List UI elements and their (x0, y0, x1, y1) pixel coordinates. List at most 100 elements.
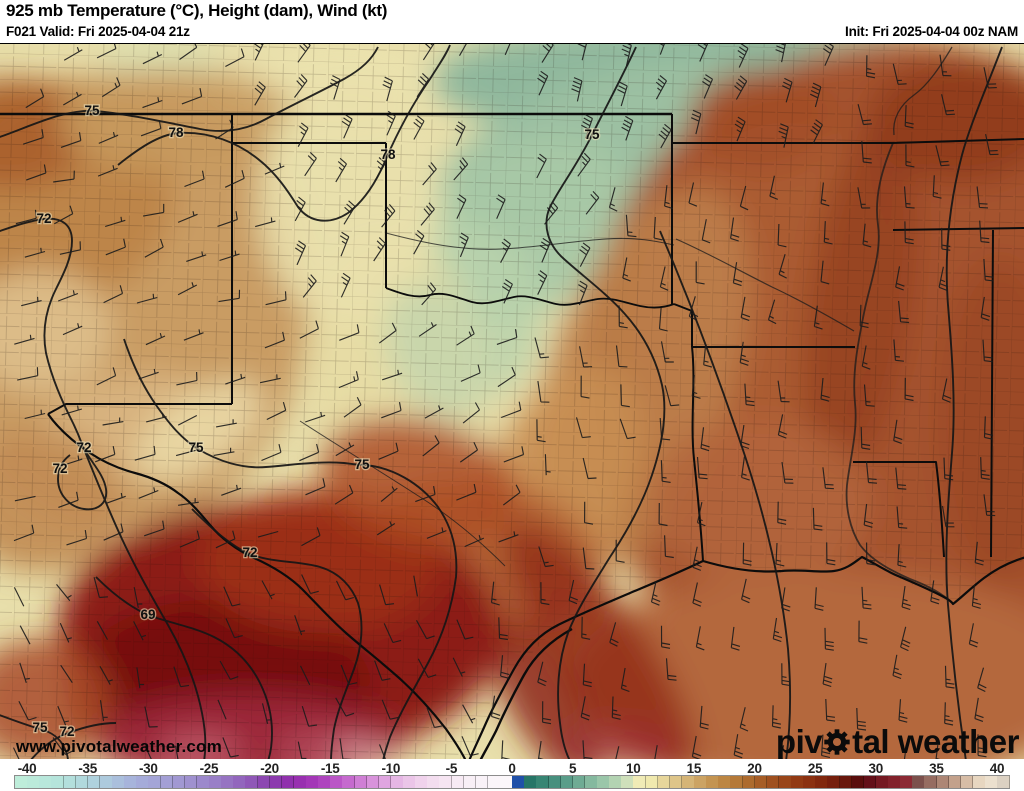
colorbar-cell (778, 776, 792, 788)
map-canvas: 75 78 78 75 72 72 72 75 75 72 69 75 72 (0, 44, 1024, 759)
colorbar-cell (985, 776, 998, 788)
colorbar-cell (184, 776, 198, 788)
colorbar-cell (257, 776, 271, 788)
colorbar-cell (718, 776, 731, 788)
state-borders (0, 112, 1024, 759)
logo-text-left: piv (775, 723, 823, 760)
colorbar-cell (221, 776, 234, 788)
rivers (299, 46, 953, 604)
colorbar-tick-label: 20 (747, 761, 762, 776)
contour-label: 78 (380, 147, 396, 162)
colorbar-cell (900, 776, 913, 788)
colorbar-cell (75, 776, 89, 788)
colorbar-cell (669, 776, 683, 788)
colorbar-cell (366, 776, 380, 788)
contour-label: 75 (84, 103, 100, 118)
colorbar-cell (875, 776, 889, 788)
colorbar-cell (657, 776, 671, 788)
contour-label: 78 (168, 125, 184, 140)
contour-label: 72 (36, 211, 51, 226)
colorbar-cell (936, 776, 950, 788)
colorbar-cell (403, 776, 416, 788)
colorbar-cell (560, 776, 574, 788)
contour-label: 72 (52, 461, 67, 476)
colorbar-cell (27, 776, 40, 788)
colorbar-cell (318, 776, 331, 788)
colorbar-cell (475, 776, 489, 788)
colorbar-cell (645, 776, 659, 788)
colorbar-tick-label: -35 (78, 761, 97, 776)
colorbar-cell (245, 776, 258, 788)
colorbar-cell (415, 776, 428, 788)
colorbar-cell (730, 776, 743, 788)
colorbar-tick-label: -10 (381, 761, 401, 776)
colorbar-cell (439, 776, 452, 788)
colorbar-cell (354, 776, 368, 788)
colorbar-tick-label: 0 (508, 761, 516, 776)
colorbar-cell (330, 776, 343, 788)
contour-label: 72 (59, 724, 74, 739)
colorbar-cell (851, 776, 865, 788)
page-title: 925 mb Temperature (°C), Height (dam), W… (6, 1, 388, 20)
colorbar-cell (827, 776, 840, 788)
colorbar-cell (572, 776, 586, 788)
colorbar-tick-label: -5 (445, 761, 458, 776)
colorbar-cell (924, 776, 937, 788)
colorbar-tick-label: 40 (989, 761, 1005, 776)
colorbar-cell (112, 776, 125, 788)
logo-text-right: tal weather (852, 723, 1019, 760)
colorbar-tick-label: -15 (320, 761, 340, 776)
colorbar-tick-label: -25 (199, 761, 219, 776)
colorbar-cell (15, 776, 28, 788)
colorbar-tick-label: -30 (138, 761, 158, 776)
colorbar-cell (136, 776, 149, 788)
colorbar-cell (233, 776, 246, 788)
colorbar-cell (791, 776, 804, 788)
colorbar-cell (293, 776, 307, 788)
contour-label: 75 (584, 127, 600, 142)
colorbar-cell (124, 776, 137, 788)
colorbar-cell (209, 776, 222, 788)
model-init-time: Init: Fri 2025-04-04 00z NAM (845, 24, 1018, 39)
colorbar-cell (148, 776, 161, 788)
colorbar-cell (584, 776, 598, 788)
colorbar-cell (342, 776, 355, 788)
colorbar-cell (815, 776, 828, 788)
colorbar-tick-label: 5 (569, 761, 577, 776)
contour-label: 75 (188, 440, 204, 455)
colorbar-tick-labels: -40 -35 -30 -25 -20 -15 -10 -5 0 5 10 15 20 25 30 35 40 (0, 761, 1024, 776)
colorbar-cell (972, 776, 986, 788)
pivotal-weather-logo: piv tal weather (775, 723, 1020, 760)
colorbar-cell (609, 776, 622, 788)
colorbar-cell (681, 776, 695, 788)
colorbar-cell (390, 776, 404, 788)
contour-label: 69 (140, 607, 155, 622)
colorbar-cell (997, 776, 1010, 788)
colorbar-tick-label: 15 (686, 761, 702, 776)
contour-label: 72 (242, 545, 257, 560)
colorbar-cell (597, 776, 610, 788)
gear-icon (824, 729, 850, 755)
colorbar-cell (803, 776, 816, 788)
colorbar-cell (87, 776, 101, 788)
colorbar-cell (548, 776, 562, 788)
colorbar-cell (99, 776, 113, 788)
colorbar-cell (754, 776, 768, 788)
colorbar-cell (63, 776, 77, 788)
colorbar-cell (306, 776, 319, 788)
temperature-colorbar (13, 775, 1011, 789)
colorbar-tick-label: 25 (807, 761, 823, 776)
colorbar-cell (160, 776, 174, 788)
colorbar-cell (912, 776, 925, 788)
colorbar-cell (960, 776, 974, 788)
colorbar-tick-label: 35 (929, 761, 944, 776)
colorbar-cell (694, 776, 707, 788)
colorbar-tick-label: 30 (868, 761, 884, 776)
colorbar-cell (621, 776, 634, 788)
colorbar-cell (269, 776, 283, 788)
colorbar-cell (500, 776, 513, 788)
colorbar-cell (524, 776, 537, 788)
forecast-valid-time: F021 Valid: Fri 2025-04-04 21z (6, 24, 190, 39)
colorbar-footer: -40 -35 -30 -25 -20 -15 -10 -5 0 5 10 15 20 25 30 35 40 (0, 759, 1024, 791)
